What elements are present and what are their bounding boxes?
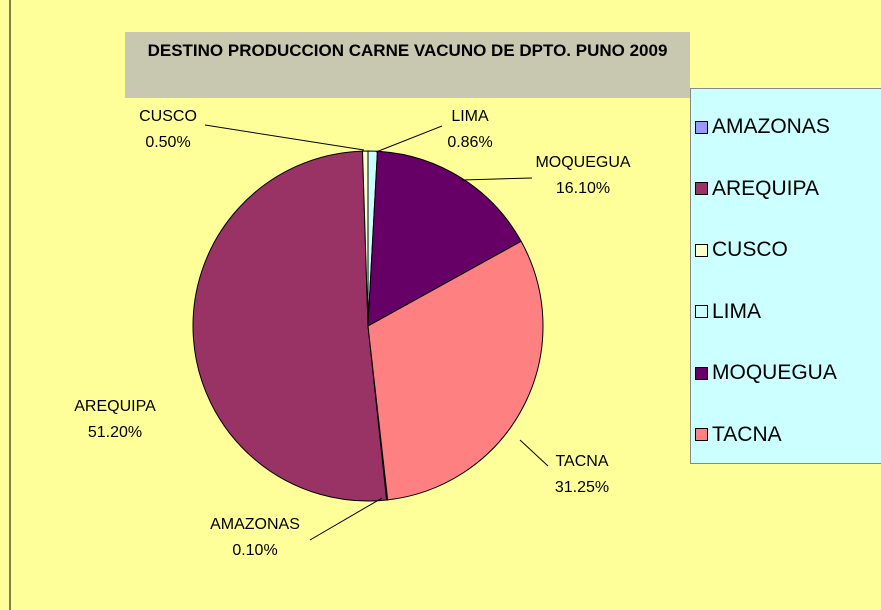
legend-swatch bbox=[695, 182, 708, 195]
legend-label: LIMA bbox=[712, 300, 761, 324]
data-label-value: 51.20% bbox=[88, 424, 142, 441]
legend-swatch bbox=[695, 428, 708, 441]
data-label-value: 16.10% bbox=[556, 180, 610, 197]
legend-item: AREQUIPA bbox=[695, 177, 819, 201]
legend-item: CUSCO bbox=[695, 238, 788, 262]
legend-label: MOQUEGUA bbox=[712, 361, 837, 385]
legend-label: CUSCO bbox=[712, 238, 788, 262]
data-label-name: TACNA bbox=[555, 453, 608, 470]
data-label-name: AREQUIPA bbox=[74, 398, 156, 415]
data-label-name: MOQUEGUA bbox=[535, 154, 630, 171]
data-label-value: 0.10% bbox=[232, 542, 277, 559]
legend-swatch bbox=[695, 367, 708, 380]
chart-title: DESTINO PRODUCCION CARNE VACUNO DE DPTO.… bbox=[125, 32, 690, 98]
legend-swatch bbox=[695, 244, 708, 257]
data-label-value: 0.86% bbox=[447, 134, 492, 151]
legend-label: AMAZONAS bbox=[712, 115, 830, 139]
leader-line bbox=[520, 440, 548, 466]
legend-swatch bbox=[695, 305, 708, 318]
legend: AMAZONAS AREQUIPA CUSCO LIMA MOQUEGUA TACNA bbox=[690, 88, 881, 464]
legend-item: AMAZONAS bbox=[695, 115, 830, 139]
legend-label: TACNA bbox=[712, 423, 782, 447]
leader-line bbox=[376, 126, 442, 152]
leader-line bbox=[205, 125, 364, 150]
leader-line bbox=[310, 498, 382, 540]
data-label-name: AMAZONAS bbox=[210, 516, 300, 533]
data-label-name: CUSCO bbox=[139, 108, 197, 125]
leader-line bbox=[462, 178, 532, 180]
legend-item: TACNA bbox=[695, 423, 782, 447]
legend-label: AREQUIPA bbox=[712, 177, 819, 201]
data-label-value: 31.25% bbox=[555, 479, 609, 496]
legend-item: MOQUEGUA bbox=[695, 361, 837, 385]
legend-item: LIMA bbox=[695, 300, 761, 324]
legend-swatch bbox=[695, 121, 708, 134]
data-label-value: 0.50% bbox=[145, 134, 190, 151]
pie-slice bbox=[193, 151, 387, 501]
chart: AMAZONAS 0.10% AREQUIPA 51.20% CUSCO 0.50% LIM… bbox=[0, 0, 881, 610]
data-label-name: LIMA bbox=[451, 108, 489, 125]
